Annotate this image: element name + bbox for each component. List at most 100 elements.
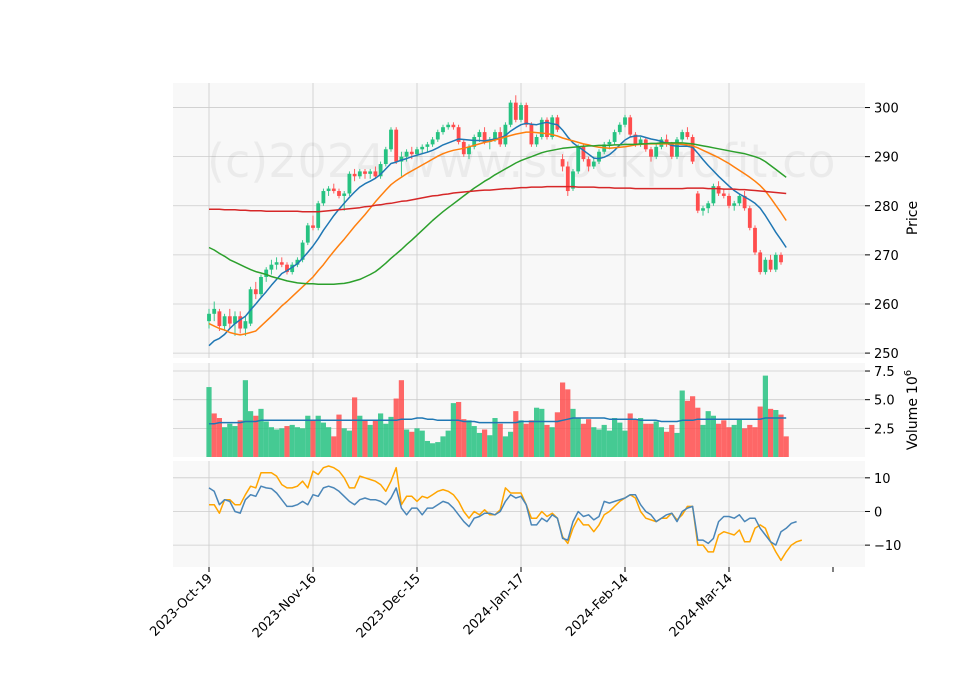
candle-body bbox=[519, 105, 523, 120]
candle-body bbox=[560, 159, 565, 167]
volume-bar bbox=[367, 424, 373, 457]
volume-bar bbox=[279, 428, 285, 457]
volume-bar bbox=[768, 408, 774, 457]
candle-body bbox=[539, 119, 544, 138]
volume-bar bbox=[305, 415, 311, 457]
candle-body bbox=[425, 144, 430, 147]
volume-average-line bbox=[209, 417, 787, 425]
volume-bar bbox=[648, 423, 654, 457]
candle-body bbox=[690, 137, 695, 162]
candle-body bbox=[628, 117, 633, 135]
volume-bar bbox=[622, 430, 628, 457]
volume-bar bbox=[320, 422, 326, 457]
candle-body bbox=[415, 149, 419, 155]
candle-body bbox=[493, 132, 497, 140]
ma-200-line bbox=[209, 185, 787, 213]
candle-body bbox=[368, 171, 373, 174]
candle-body bbox=[347, 173, 352, 194]
volume-bar bbox=[378, 413, 384, 457]
volume-bar bbox=[612, 418, 618, 457]
candle-body bbox=[508, 102, 513, 125]
candle-body bbox=[389, 129, 393, 150]
volume-bar bbox=[268, 427, 274, 457]
volume-bar bbox=[747, 424, 753, 457]
volume-bar bbox=[274, 429, 280, 457]
candle-body bbox=[227, 316, 232, 324]
volume-bar bbox=[726, 427, 732, 457]
candle-body bbox=[711, 186, 716, 204]
volume-bar bbox=[482, 429, 488, 457]
volume-bar bbox=[258, 408, 264, 457]
volume-bar bbox=[315, 415, 321, 457]
price-y-tick-label: 290 bbox=[874, 151, 899, 166]
volume-bar bbox=[627, 413, 633, 457]
candle-body bbox=[207, 313, 211, 322]
volume-bar bbox=[757, 406, 763, 457]
volume-bar bbox=[658, 427, 664, 457]
candle-body bbox=[747, 208, 752, 228]
volume-bar bbox=[664, 431, 670, 457]
volume-bar bbox=[357, 415, 363, 457]
x-tick-label: 2023-Nov-16 bbox=[250, 571, 320, 641]
candle-body bbox=[773, 254, 778, 270]
candle-body bbox=[316, 203, 321, 228]
candle-body bbox=[555, 117, 560, 130]
candle-body bbox=[612, 132, 617, 142]
volume-bar bbox=[232, 426, 238, 457]
volume-bar bbox=[783, 436, 789, 457]
candle-body bbox=[467, 146, 471, 155]
candle-body bbox=[638, 139, 643, 145]
volume-bar bbox=[419, 430, 425, 457]
volume-bar bbox=[632, 419, 638, 457]
volume-bar bbox=[414, 428, 420, 457]
candle-body bbox=[404, 151, 409, 157]
volume-bar bbox=[731, 424, 737, 457]
volume-bar bbox=[606, 430, 612, 457]
candle-body bbox=[763, 259, 768, 273]
candle-body bbox=[300, 242, 305, 260]
volume-bar bbox=[388, 416, 394, 457]
volume-bar bbox=[346, 430, 352, 457]
volume-bar bbox=[554, 412, 560, 457]
candle-body bbox=[545, 119, 549, 138]
candle-body bbox=[633, 134, 638, 145]
volume-bar bbox=[518, 420, 524, 457]
volume-axis-label: Volume 106 bbox=[903, 370, 921, 450]
candle-body bbox=[441, 127, 445, 133]
volume-bar bbox=[331, 436, 337, 457]
volume-bar bbox=[237, 420, 243, 457]
candle-body bbox=[378, 164, 383, 177]
candle-body bbox=[331, 188, 336, 192]
candle-body bbox=[742, 195, 747, 209]
candle-body bbox=[311, 225, 315, 228]
price-y-tick-label: 280 bbox=[874, 200, 899, 215]
candle-body bbox=[716, 186, 721, 194]
candle-body bbox=[591, 161, 596, 167]
volume-bar bbox=[674, 432, 680, 457]
oscillator-fast-line bbox=[208, 485, 797, 546]
volume-bar bbox=[471, 426, 477, 457]
volume-bar bbox=[601, 424, 607, 457]
candle-body bbox=[727, 195, 731, 206]
volume-average-line bbox=[209, 417, 787, 425]
candle-body bbox=[233, 316, 237, 324]
candle-body bbox=[664, 139, 669, 145]
volume-bar bbox=[227, 423, 233, 457]
volume-bar bbox=[352, 397, 358, 457]
volume-axis-label-base: 10 bbox=[905, 376, 921, 394]
candle-body bbox=[758, 252, 763, 273]
volume-bar bbox=[289, 424, 295, 457]
ma-long-line bbox=[208, 142, 787, 286]
candle-body bbox=[649, 149, 653, 157]
candle-body bbox=[737, 195, 742, 204]
volume-bar bbox=[440, 436, 446, 457]
volume-y-tick-label: 7.5 bbox=[874, 365, 895, 380]
volume-axis-label-text: Volume bbox=[905, 398, 921, 450]
volume-bar bbox=[690, 396, 696, 457]
candle-body bbox=[409, 151, 414, 155]
candle-body bbox=[607, 141, 612, 145]
volume-bar bbox=[456, 401, 462, 457]
candle-body bbox=[732, 203, 737, 206]
volume-bar bbox=[487, 435, 493, 457]
